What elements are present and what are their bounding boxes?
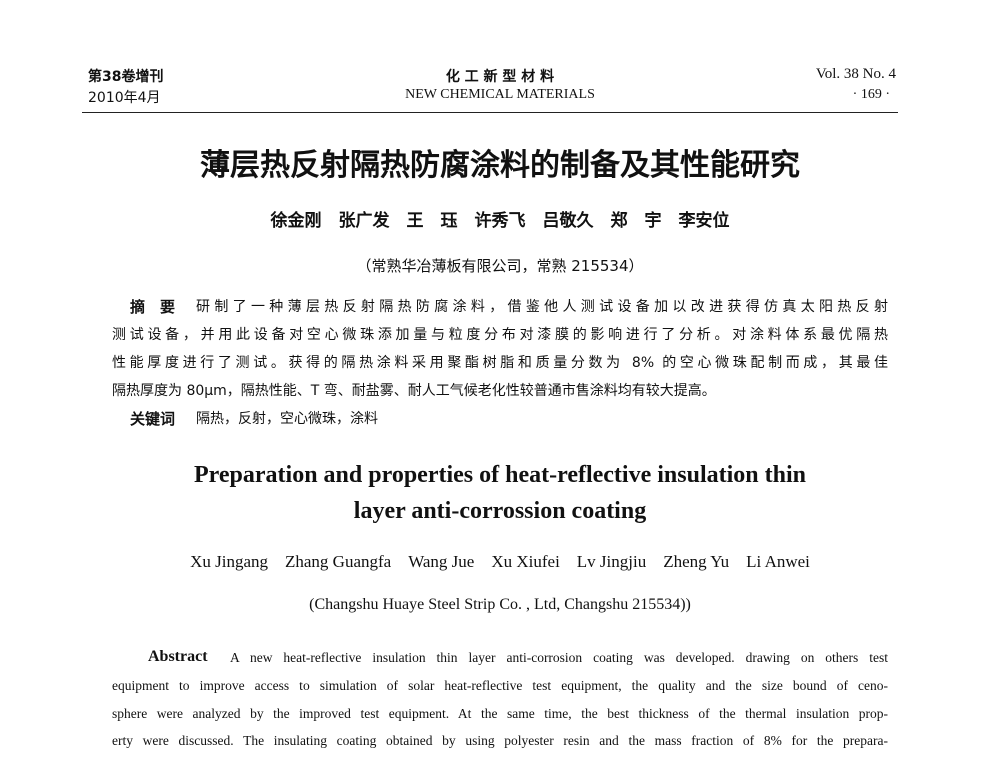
page-number: · 169 · — [852, 87, 890, 102]
abstract-en-line: A new heat-reflective insulation thin la… — [230, 650, 888, 665]
abstract-cn-label: 摘 要 — [130, 298, 176, 316]
header-rule — [82, 112, 898, 113]
abstract-cn-line: 研制了一种薄层热反射隔热防腐涂料，借鉴他人测试设备加以改进获得仿真太阳热反射 — [196, 299, 888, 315]
affiliation-cn: （常熟华冶薄板有限公司，常熟 215534） — [356, 257, 644, 275]
abstract-en-line: erty were discussed. The insulating coat… — [112, 733, 888, 748]
title-en-line-1: Preparation and properties of heat-refle… — [194, 462, 806, 488]
abstract-en-line: sphere were analyzed by the improved tes… — [112, 706, 888, 721]
affiliation-en: (Changshu Huaye Steel Strip Co. , Ltd, C… — [309, 596, 691, 613]
volume-en: Vol. 38 No. 4 — [815, 66, 896, 82]
title-en-line-2: layer anti-corrossion coating — [353, 498, 647, 524]
volume-cn: 第38卷增刊 — [88, 69, 164, 85]
abstract-cn-line: 隔热厚度为 80μm，隔热性能、T 弯、耐盐雾、耐人工气候老化性较普通市售涂料均… — [112, 383, 716, 399]
title-cn: 薄层热反射隔热防腐涂料的制备及其性能研究 — [200, 148, 800, 183]
journal-cn: 化 工 新 型 材 料 — [445, 69, 555, 85]
journal-en: NEW CHEMICAL MATERIALS — [405, 87, 595, 102]
keywords-cn-label: 关键词 — [130, 410, 176, 428]
abstract-en-line: equipment to improve access to simulatio… — [112, 678, 888, 693]
authors-cn: 徐金刚 张广发 王 珏 许秀飞 吕敬久 郑 宇 李安位 — [270, 211, 730, 231]
keywords-cn: 隔热，反射，空心微珠，涂料 — [196, 411, 378, 427]
abstract-en-label: Abstract — [148, 648, 208, 665]
abstract-cn-line: 性能厚度进行了测试。获得的隔热涂料采用聚酯树脂和质量分数为 8% 的空心微珠配制… — [112, 355, 888, 371]
abstract-cn-line: 测试设备，并用此设备对空心微珠添加量与粒度分布对漆膜的影响进行了分析。对涂料体系… — [112, 327, 888, 343]
date-cn: 2010年4月 — [88, 90, 161, 106]
authors-en: Xu Jingang Zhang Guangfa Wang Jue Xu Xiu… — [190, 552, 810, 571]
